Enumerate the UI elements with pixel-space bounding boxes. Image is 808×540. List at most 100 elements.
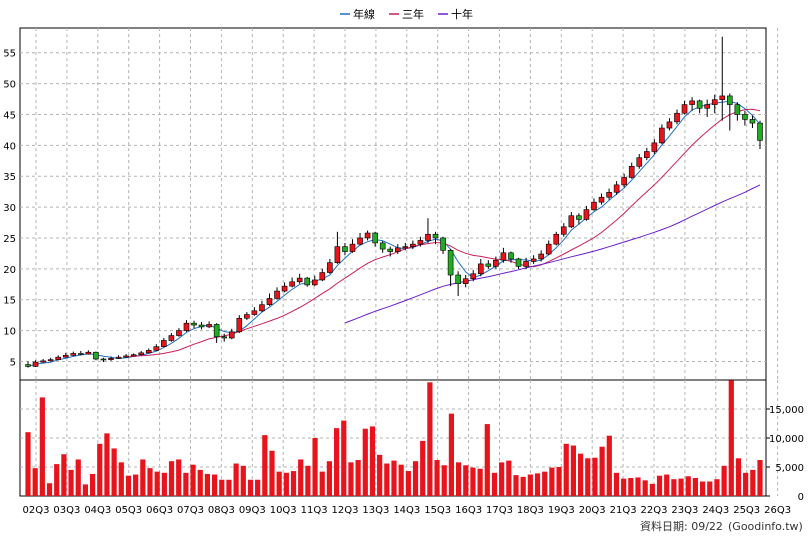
volume-bar: [491, 472, 498, 496]
volume-bar: [312, 438, 318, 496]
candle-body: [251, 310, 258, 315]
volume-bars: [25, 380, 763, 496]
volume-bar: [233, 463, 239, 496]
candle-body: [523, 261, 529, 267]
legend-label-1: 三年: [402, 7, 424, 21]
x-tick-label: 20Q3: [579, 505, 606, 516]
volume-bar: [168, 461, 175, 496]
candle-body: [402, 246, 409, 249]
volume-bar: [82, 484, 89, 496]
candle-body: [410, 243, 416, 247]
candle-body: [32, 361, 39, 367]
volume-bar: [606, 435, 612, 496]
x-tick-label: 26Q3: [764, 505, 791, 516]
volume-bar: [89, 473, 96, 496]
volume-bar: [305, 465, 311, 496]
volume-bar: [147, 468, 153, 496]
volume-bar: [750, 469, 756, 496]
candle-body: [477, 263, 484, 275]
candle-body: [387, 248, 394, 252]
volume-bar: [197, 469, 203, 496]
candle-body: [342, 246, 348, 252]
candle-body: [78, 353, 84, 355]
volume-bar: [621, 478, 627, 496]
candle-body: [757, 122, 763, 141]
volume-bar: [391, 460, 397, 496]
candle-body: [470, 273, 477, 280]
candle-body: [636, 157, 643, 167]
candle-body: [274, 290, 280, 299]
volume-bar: [463, 465, 469, 496]
candle-body: [644, 151, 650, 158]
candle-body: [734, 104, 741, 115]
candle-body: [485, 263, 492, 267]
x-tick-label: 11Q3: [301, 505, 328, 516]
x-tick-label: 24Q3: [702, 505, 729, 516]
volume-bar: [721, 465, 727, 496]
volume-bar: [290, 471, 297, 496]
volume-bar: [513, 475, 519, 496]
candle-body: [228, 331, 235, 339]
candle-body: [40, 360, 46, 363]
candle-body: [583, 209, 590, 220]
volume-bar: [707, 481, 713, 496]
volume-bar: [68, 469, 74, 496]
volume-bar: [362, 428, 368, 496]
candle-body: [711, 99, 718, 105]
candle-body: [93, 351, 99, 360]
candle-body: [689, 100, 695, 105]
x-tick-label: 10Q3: [270, 505, 297, 516]
volume-bar: [319, 471, 325, 496]
candle-body: [25, 364, 31, 367]
volume-bar: [420, 440, 426, 496]
volume-bar: [46, 483, 53, 496]
volume-bar: [97, 443, 103, 496]
volume-bar: [427, 382, 433, 496]
candle-body: [349, 243, 356, 252]
volume-bar: [613, 472, 620, 496]
volume-bar: [642, 480, 648, 496]
volume-bar: [484, 424, 490, 496]
volume-bar: [154, 471, 160, 496]
candle-body: [130, 354, 137, 357]
volume-bar: [563, 443, 569, 496]
candle-body: [447, 250, 454, 276]
x-tick-label: 05Q3: [115, 505, 142, 516]
candle-body: [568, 215, 575, 228]
volume-bar: [549, 467, 555, 496]
volume-bar: [54, 464, 60, 496]
x-axis: 02Q3 03Q3 04Q3 05Q3 06Q3 07Q3 08Q3 09Q3 10Q3 11Q3…: [23, 505, 792, 516]
volume-bar: [39, 397, 45, 496]
candle-body: [417, 240, 424, 245]
volume-bar: [355, 460, 361, 496]
candle-body: [576, 215, 582, 220]
volume-bar: [534, 473, 541, 496]
x-tick-label: 13Q3: [362, 505, 389, 516]
volume-bar: [527, 474, 533, 496]
volume-bar: [714, 479, 720, 496]
candle-body: [191, 322, 197, 326]
candle-body: [100, 358, 107, 361]
volume-bar: [348, 462, 354, 496]
volume-bar: [412, 461, 419, 496]
ma-ten-year-line: [344, 184, 761, 324]
volume-y-tick-label: 15,000: [769, 405, 804, 416]
x-tick-label: 19Q3: [548, 505, 575, 516]
candle-body: [123, 355, 129, 358]
price-y-tick-label: 30: [3, 203, 16, 214]
x-tick-label: 21Q3: [610, 505, 637, 516]
x-tick-label: 06Q3: [146, 505, 173, 516]
price-panel: 5 10 15 20 25 30 35 40 45 50 55: [3, 27, 779, 381]
volume-bar: [25, 432, 31, 496]
volume-bar: [32, 468, 38, 496]
volume-bar: [699, 481, 706, 496]
price-y-tick-label: 15: [3, 296, 16, 307]
candle-body: [508, 252, 514, 260]
candle-body: [47, 359, 54, 362]
volume-bar: [262, 435, 268, 496]
volume-bar: [161, 472, 167, 496]
candle-body: [455, 274, 461, 284]
volume-bar: [269, 450, 275, 496]
volume-panel: 0 5,000 10,000 15,000: [19, 379, 804, 503]
